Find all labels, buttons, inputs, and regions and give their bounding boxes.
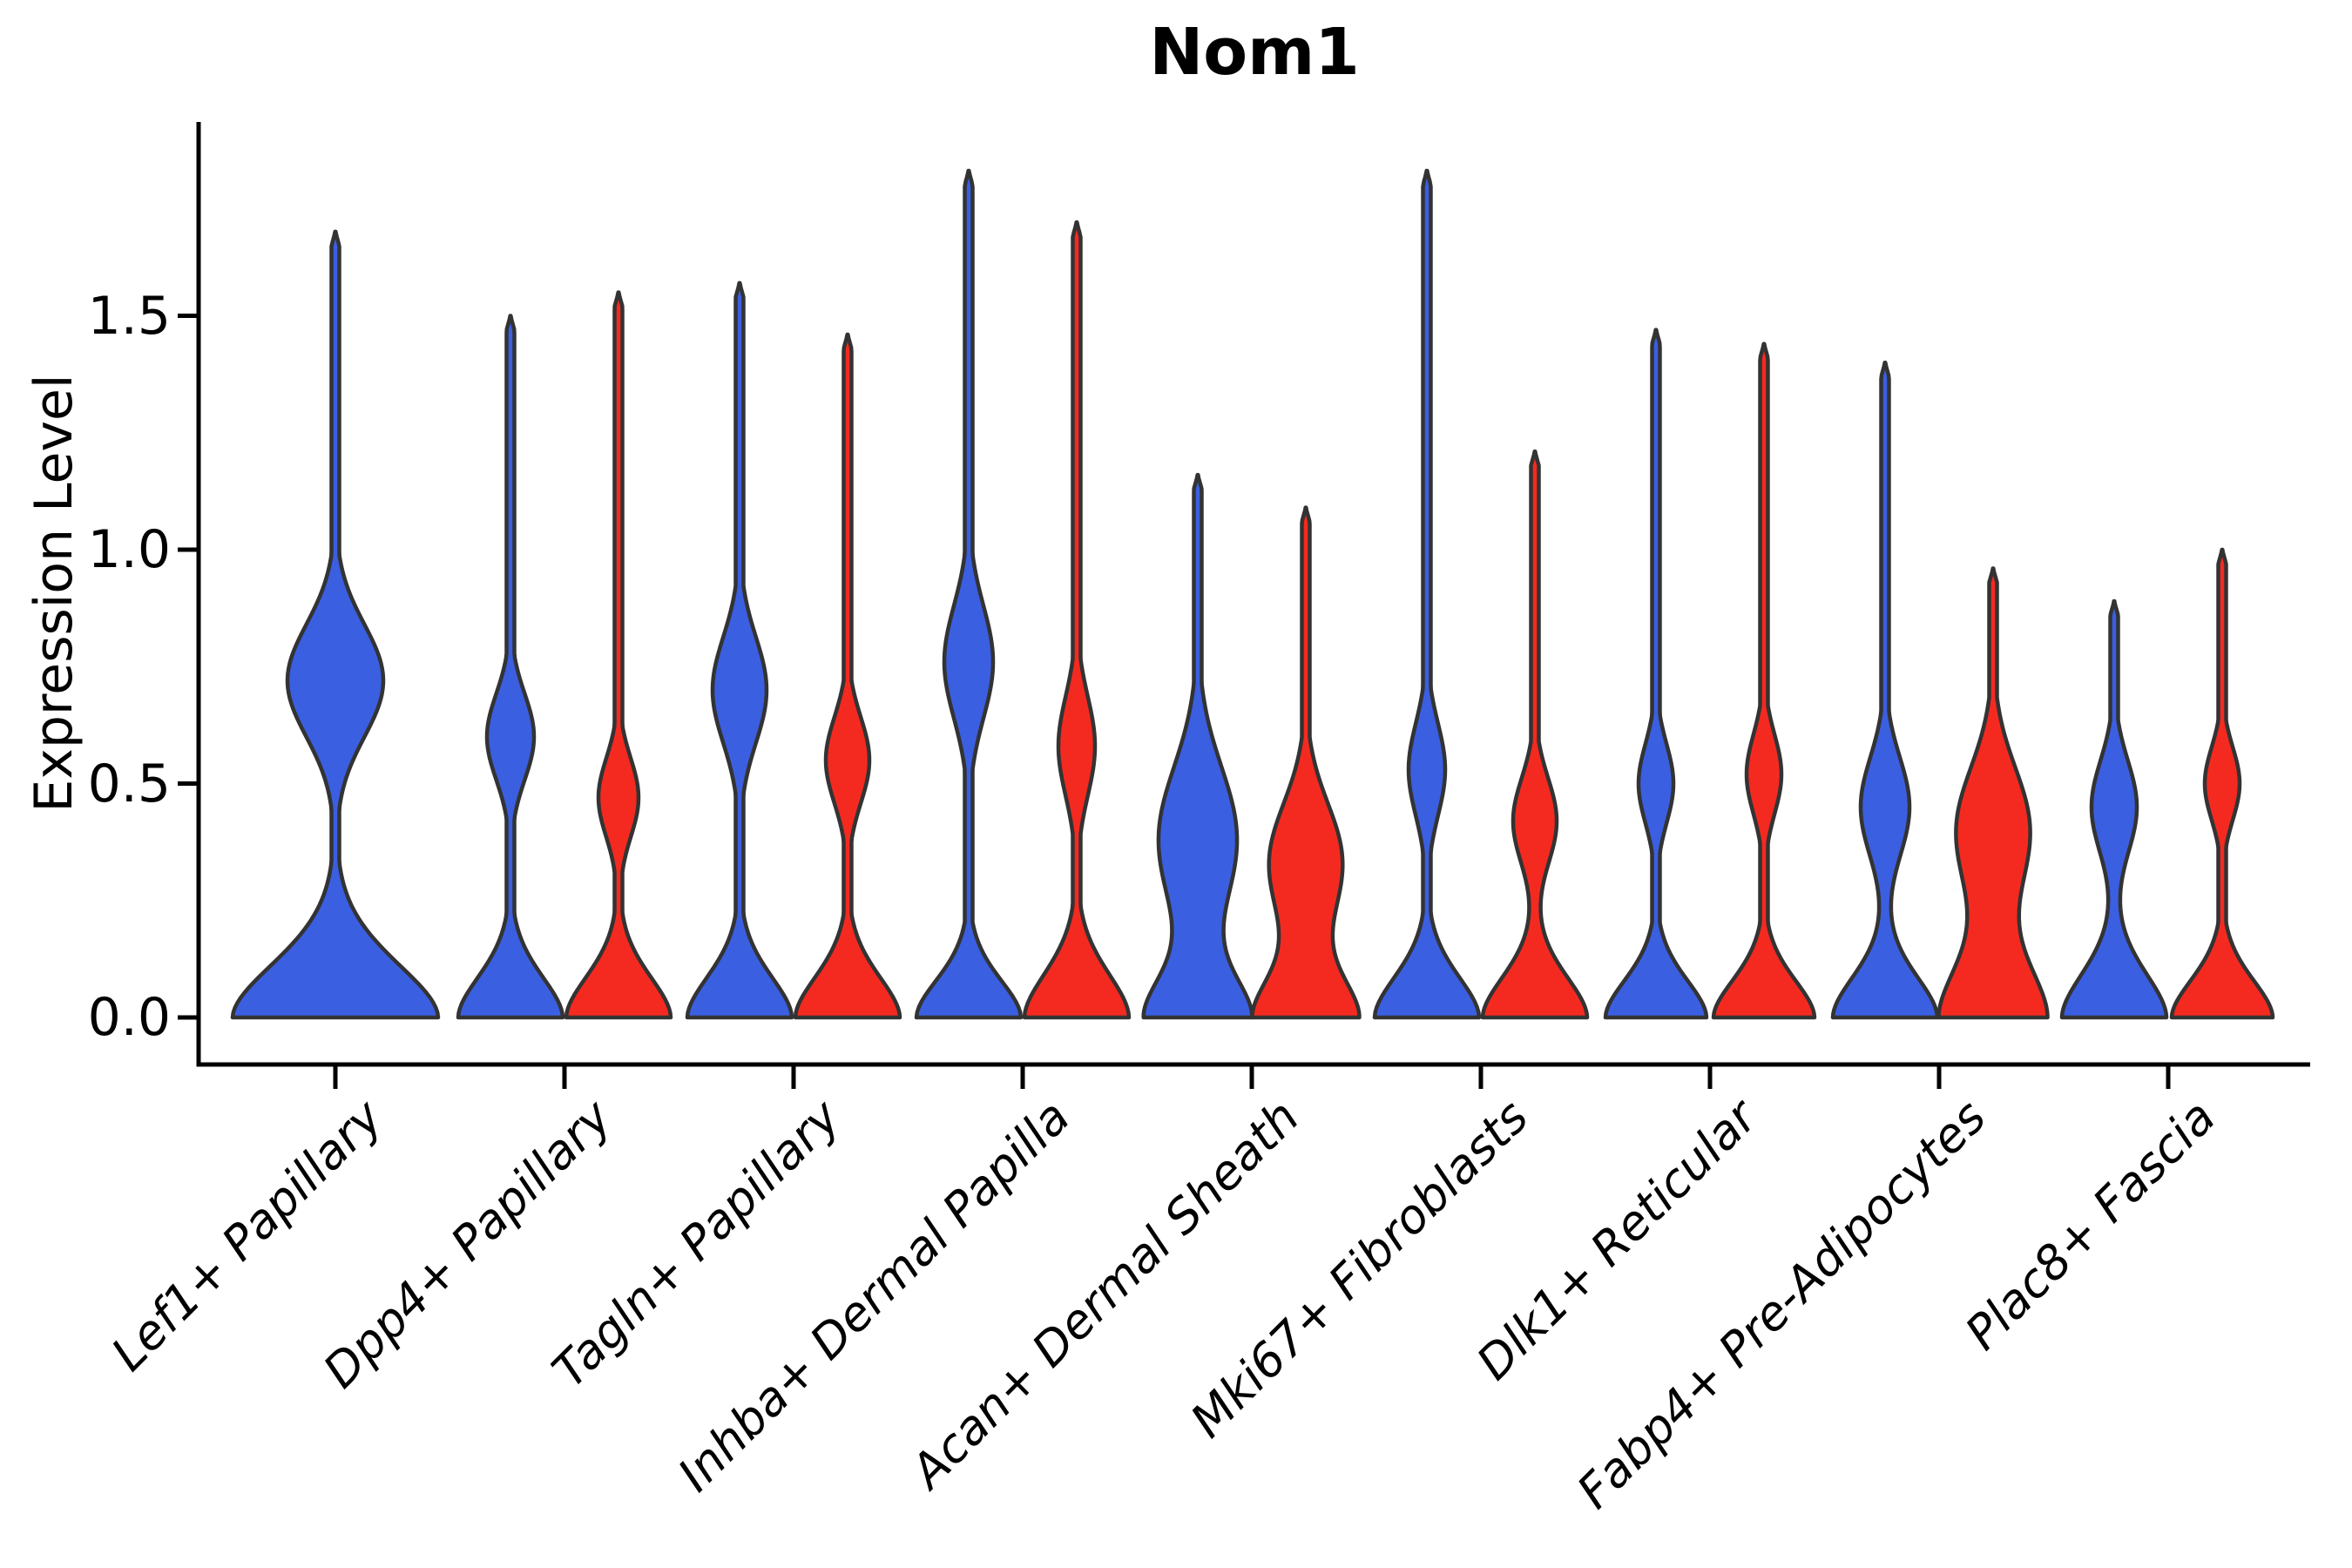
- violin-1-red: [564, 290, 673, 1020]
- violin-7-blue: [1830, 360, 1940, 1020]
- violin-6-red: [1711, 341, 1817, 1020]
- plot-title: Nom1: [1149, 15, 1360, 90]
- y-tick-label: 0.0: [87, 987, 171, 1048]
- violin-8-red: [2169, 547, 2275, 1020]
- violin-0-blue: [230, 229, 441, 1020]
- violin-5-red: [1480, 449, 1590, 1020]
- violin-6-blue: [1603, 328, 1709, 1020]
- violin-2-red: [793, 332, 902, 1020]
- violin-4-red: [1250, 505, 1362, 1020]
- violin-1-blue: [456, 314, 565, 1020]
- y-tick-label: 0.5: [87, 753, 171, 814]
- violin-5-blue: [1372, 168, 1482, 1020]
- violin-3-red: [1022, 220, 1132, 1020]
- y-tick-label: 1.0: [87, 519, 171, 580]
- violin-8-blue: [2059, 598, 2169, 1020]
- violin-3-blue: [914, 168, 1024, 1020]
- violin-4-blue: [1141, 472, 1254, 1020]
- y-tick-label: 1.5: [87, 285, 171, 347]
- y-axis-label: Expression Level: [24, 374, 84, 813]
- violin-7-red: [1936, 566, 2050, 1020]
- violin-2-blue: [685, 280, 794, 1020]
